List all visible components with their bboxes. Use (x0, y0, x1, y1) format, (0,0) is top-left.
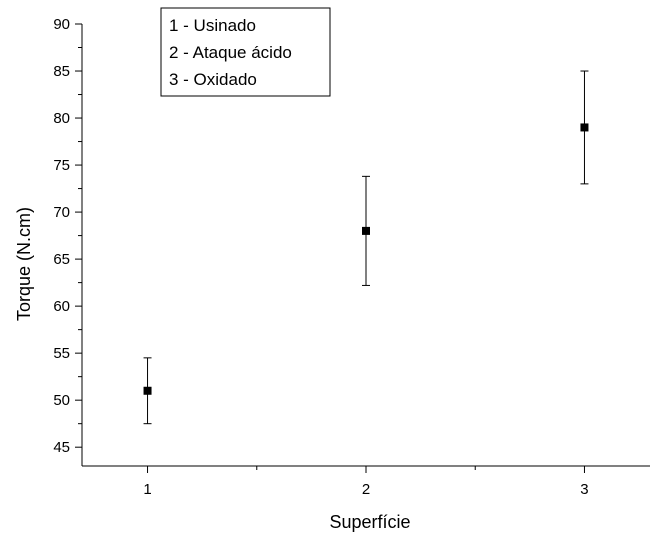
x-axis-label: Superfície (329, 512, 410, 532)
legend-entry-2: 2 - Ataque ácido (169, 43, 292, 62)
y-tick-label: 55 (53, 345, 70, 362)
x-tick-label: 3 (580, 481, 588, 498)
y-tick-label: 45 (53, 439, 70, 456)
x-tick-label: 2 (362, 481, 370, 498)
y-tick-label: 75 (53, 157, 70, 174)
data-point (143, 386, 152, 395)
error-bars (143, 70, 589, 425)
y-tick-label: 50 (53, 392, 70, 409)
data-points (143, 123, 589, 395)
legend: 1 - Usinado 2 - Ataque ácido 3 - Oxidado (160, 7, 331, 97)
x-axis-ticks: 1 2 3 (143, 466, 589, 498)
y-axis-ticks: 45 50 55 60 65 70 75 80 85 90 (53, 16, 82, 456)
data-point (362, 226, 370, 235)
y-axis-label: Torque (N.cm) (14, 207, 34, 321)
x-tick-label: 1 (143, 481, 151, 498)
y-tick-label: 70 (53, 204, 70, 221)
y-tick-label: 85 (53, 63, 70, 80)
legend-box (160, 7, 331, 97)
y-tick-label: 60 (53, 298, 70, 315)
y-tick-label: 65 (53, 251, 70, 268)
y-tick-label: 80 (53, 110, 70, 127)
y-tick-label: 90 (53, 16, 70, 33)
legend-entry-3: 3 - Oxidado (169, 70, 257, 89)
legend-entry-1: 1 - Usinado (169, 16, 256, 35)
data-point (580, 123, 589, 132)
